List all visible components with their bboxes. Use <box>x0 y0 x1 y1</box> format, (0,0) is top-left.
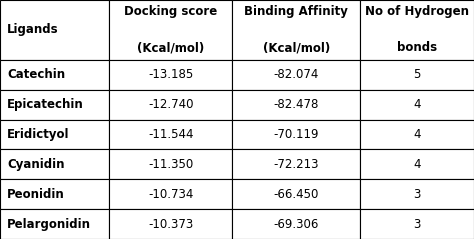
Bar <box>232 90 360 120</box>
Text: 4: 4 <box>413 128 421 141</box>
Text: 3: 3 <box>413 217 421 231</box>
Text: Eridictyol: Eridictyol <box>7 128 70 141</box>
Bar <box>232 60 360 90</box>
Bar <box>109 120 232 149</box>
Bar <box>360 0 474 60</box>
Bar <box>360 90 474 120</box>
Text: -70.119: -70.119 <box>273 128 319 141</box>
Bar <box>0 90 109 120</box>
Bar <box>232 120 360 149</box>
Text: -10.373: -10.373 <box>148 217 193 231</box>
Bar <box>0 0 109 60</box>
Bar <box>232 209 360 239</box>
Bar <box>109 90 232 120</box>
Text: -72.213: -72.213 <box>273 158 319 171</box>
Text: Peonidin: Peonidin <box>7 188 65 201</box>
Text: -12.740: -12.740 <box>148 98 193 111</box>
Bar <box>0 179 109 209</box>
Bar <box>232 179 360 209</box>
Bar <box>0 149 109 179</box>
Text: Docking score

(Kcal/mol): Docking score (Kcal/mol) <box>124 5 217 54</box>
Text: -82.074: -82.074 <box>273 68 319 81</box>
Bar <box>109 60 232 90</box>
Text: -69.306: -69.306 <box>273 217 319 231</box>
Bar <box>360 149 474 179</box>
Text: 3: 3 <box>413 188 421 201</box>
Text: -82.478: -82.478 <box>273 98 319 111</box>
Bar <box>0 120 109 149</box>
Text: 5: 5 <box>413 68 421 81</box>
Text: 4: 4 <box>413 158 421 171</box>
Bar <box>360 60 474 90</box>
Bar <box>360 209 474 239</box>
Text: Epicatechin: Epicatechin <box>7 98 84 111</box>
Bar <box>109 0 232 60</box>
Bar <box>109 149 232 179</box>
Bar <box>0 60 109 90</box>
Bar <box>232 0 360 60</box>
Text: Binding Affinity

(Kcal/mol): Binding Affinity (Kcal/mol) <box>244 5 348 54</box>
Text: Catechin: Catechin <box>7 68 65 81</box>
Text: Pelargonidin: Pelargonidin <box>7 217 91 231</box>
Bar <box>109 179 232 209</box>
Text: -11.544: -11.544 <box>148 128 193 141</box>
Bar <box>360 120 474 149</box>
Text: No of Hydrogen

bonds: No of Hydrogen bonds <box>365 5 469 54</box>
Text: Ligands: Ligands <box>7 23 59 36</box>
Text: -11.350: -11.350 <box>148 158 193 171</box>
Text: 4: 4 <box>413 98 421 111</box>
Text: -66.450: -66.450 <box>273 188 319 201</box>
Bar <box>109 209 232 239</box>
Text: -13.185: -13.185 <box>148 68 193 81</box>
Bar <box>232 149 360 179</box>
Text: Cyanidin: Cyanidin <box>7 158 64 171</box>
Bar <box>0 209 109 239</box>
Text: -10.734: -10.734 <box>148 188 193 201</box>
Bar <box>360 179 474 209</box>
